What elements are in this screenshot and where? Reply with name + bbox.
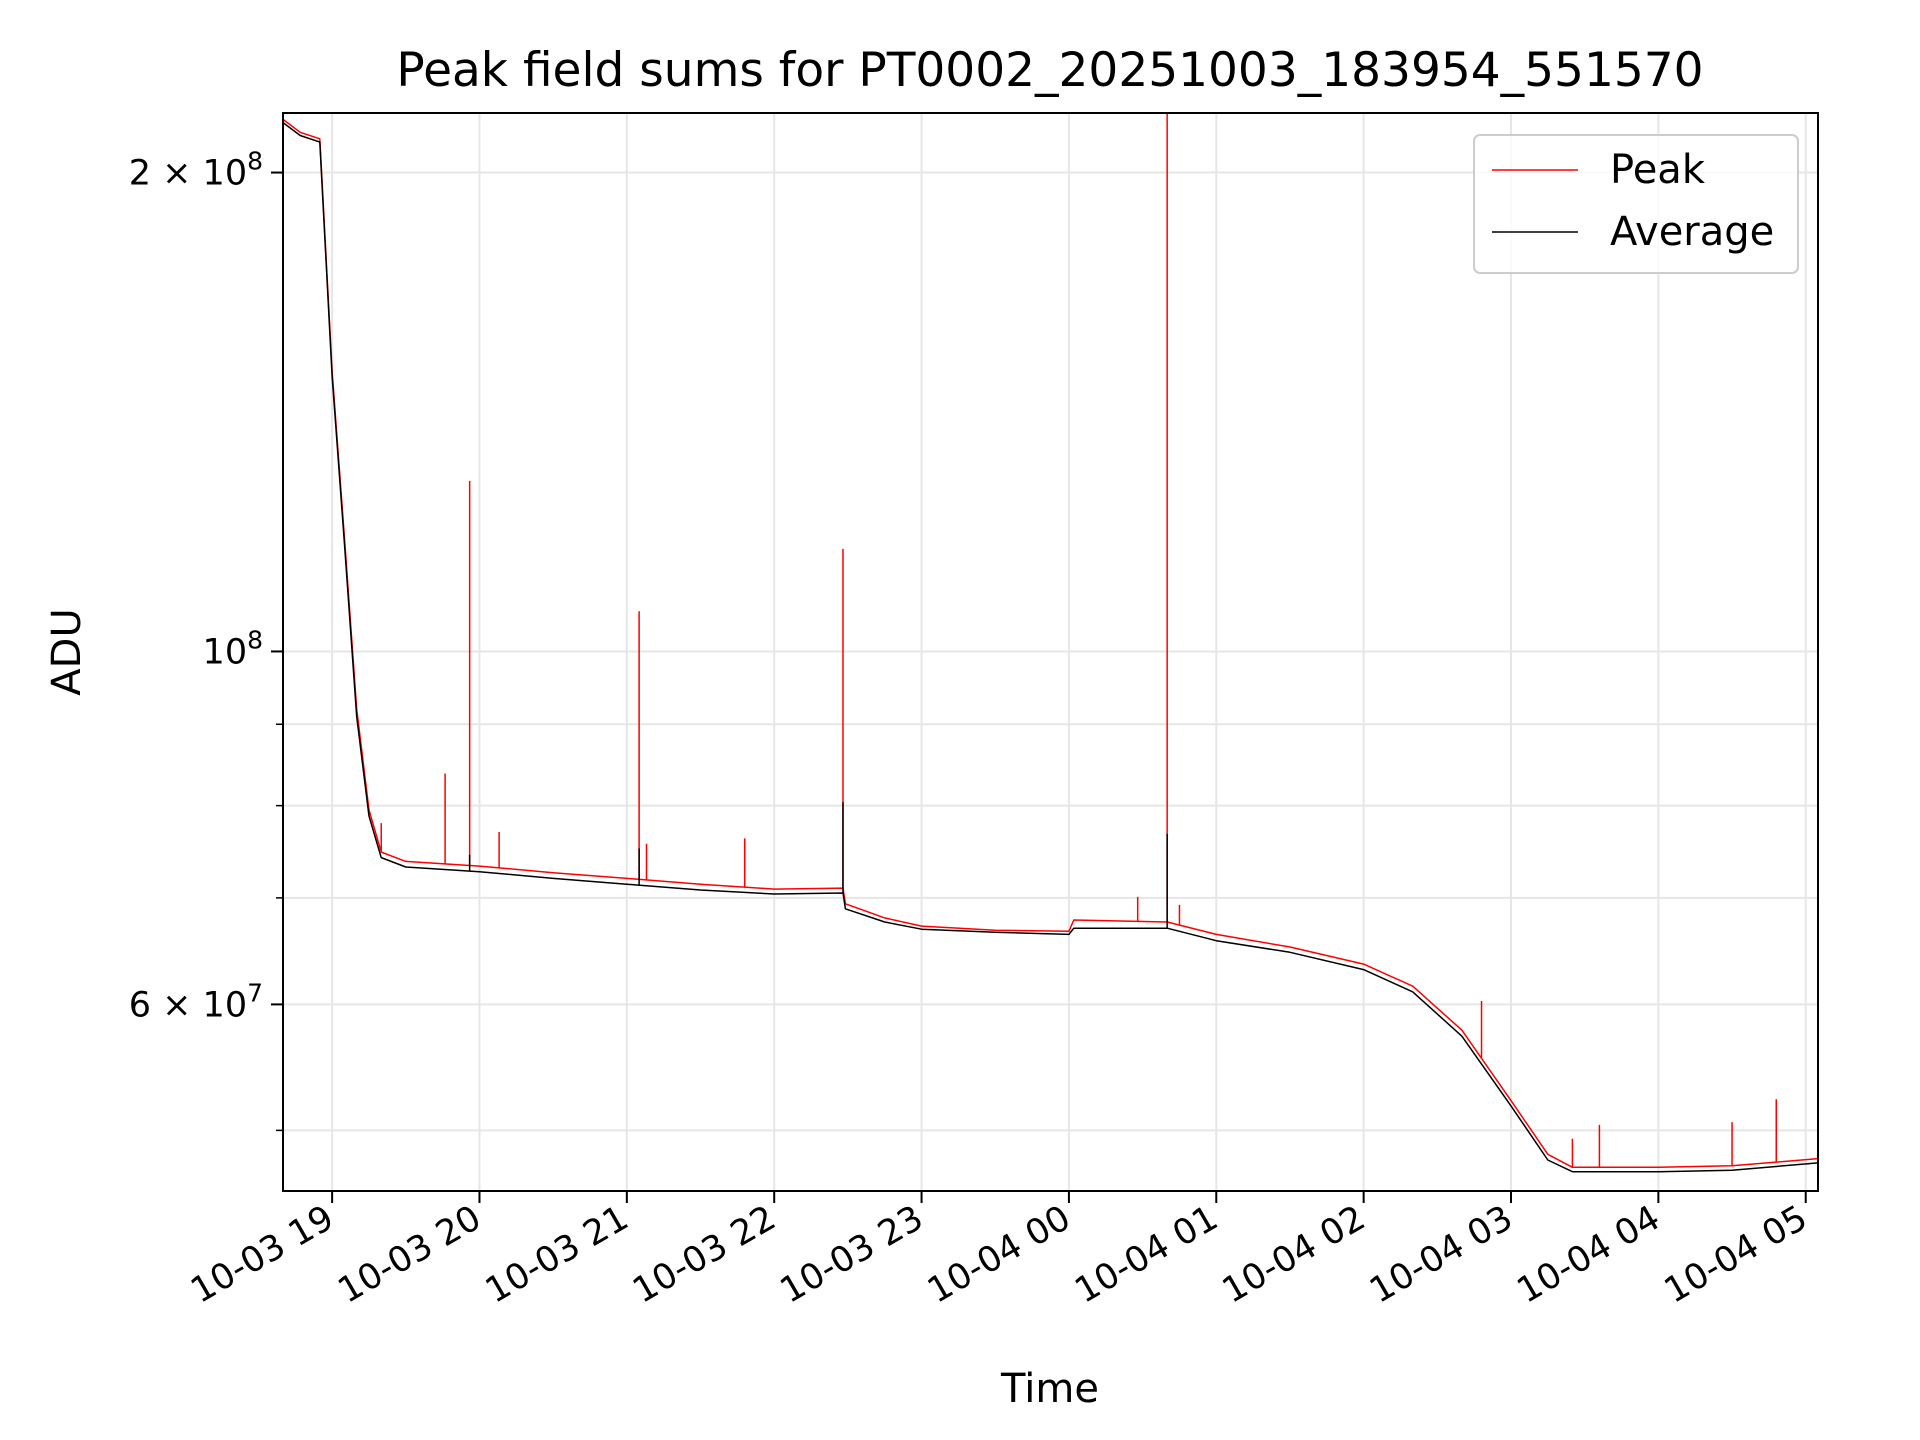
legend-peak-label: Peak (1610, 147, 1706, 193)
y-tick-label: 6 × 107 (129, 978, 263, 1025)
y-tick-label: 2 × 108 (129, 147, 263, 194)
x-axis-label: Time (1000, 1366, 1099, 1412)
y-tick-label: 108 (203, 625, 263, 672)
average-series-line (282, 122, 1819, 1173)
series-layer (282, 113, 1819, 1173)
chart-title: Peak field sums for PT0002_20251003_1839… (396, 43, 1703, 98)
grid (283, 113, 1818, 1191)
legend-average-label: Average (1610, 209, 1774, 255)
y-axis-label: ADU (44, 608, 90, 695)
legend: Peak Average (1473, 134, 1799, 274)
peak-series-line (282, 118, 1819, 1169)
